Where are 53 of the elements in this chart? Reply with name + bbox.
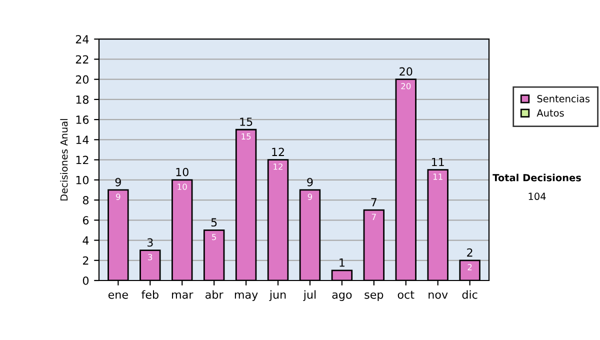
data-label: 10 [178, 184, 187, 190]
y-tick-label: 20 [76, 75, 89, 84]
data-label: 15 [242, 133, 251, 140]
data-label: 3 [148, 254, 152, 260]
data-label: 9 [308, 194, 312, 200]
total-label: 11 [432, 158, 444, 166]
y-tick-label: 10 [76, 176, 89, 184]
data-label: 2 [468, 264, 472, 270]
y-tick-label: 0 [82, 276, 89, 285]
data-label: 7 [372, 214, 376, 220]
data-label: 12 [274, 163, 282, 170]
data-label: 9 [116, 194, 120, 200]
x-tick-label: jun [269, 290, 286, 301]
total-label: 9 [115, 178, 121, 186]
total-label: 1 [340, 258, 344, 267]
data-label: 11 [433, 174, 442, 180]
data-label: 5 [212, 234, 216, 240]
text: Total Decisiones [492, 174, 581, 182]
y-tick-label: 14 [76, 136, 89, 144]
y-tick-label: 16 [76, 116, 89, 124]
total-label: 12 [272, 148, 284, 156]
x-tick-label: feb [142, 290, 158, 299]
x-tick-label: oct [398, 290, 414, 299]
x-tick-label: ene [108, 292, 128, 299]
y-tick-label: 18 [76, 95, 89, 104]
y-tick-label: 24 [76, 35, 89, 44]
x-tick-label: ago [332, 292, 352, 301]
x-tick-label: may [234, 292, 258, 301]
x-tick-label: jul [303, 290, 316, 301]
total-label: 5 [211, 218, 217, 227]
text: 104 [528, 192, 546, 200]
total-label: 10 [176, 168, 188, 176]
total-label: 7 [371, 198, 377, 206]
y-tick-label: 2 [83, 256, 88, 265]
data-label: 20 [401, 83, 411, 90]
total-label: 3 [147, 238, 153, 247]
x-tick-label: nov [428, 292, 448, 299]
y-axis-title: Decisiones Anual [60, 119, 68, 200]
x-tick-label: abr [206, 290, 224, 299]
y-tick-label: 22 [76, 55, 88, 64]
x-tick-label: mar [172, 292, 194, 299]
total-label: 15 [240, 118, 252, 126]
x-tick-label: sep [364, 292, 384, 301]
legend-label: Autos [536, 109, 564, 117]
y-tick-label: 8 [82, 196, 89, 204]
y-tick-label: 6 [82, 216, 89, 225]
x-tick-label: dic [462, 290, 478, 299]
y-tick-label: 12 [76, 156, 88, 164]
total-label: 9 [307, 178, 313, 186]
total-label: 2 [467, 248, 472, 257]
legend-label: Sentencias [537, 94, 590, 102]
y-tick-label: 4 [82, 236, 89, 244]
total-label: 20 [400, 67, 412, 76]
